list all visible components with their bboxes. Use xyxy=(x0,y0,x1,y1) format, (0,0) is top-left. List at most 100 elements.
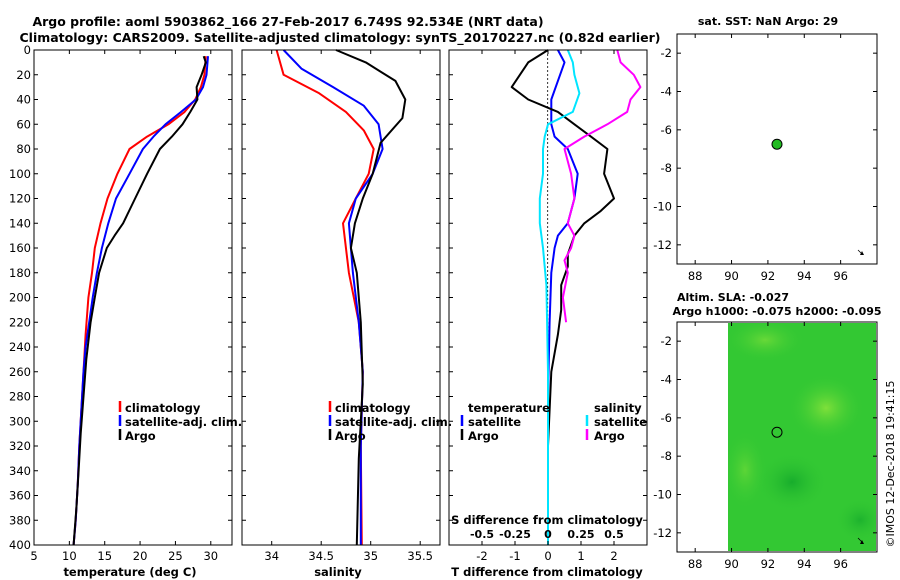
depth-tick-label: 0 xyxy=(24,43,31,57)
depth-tick-label: 120 xyxy=(9,192,31,206)
difference-legend: temperature satellite Argo salinity sate… xyxy=(460,401,647,443)
x-tick-label: -1 xyxy=(509,549,520,563)
lat-tick-label: -12 xyxy=(653,526,672,540)
lon-tick-label: 94 xyxy=(797,269,812,283)
sst-map-panel: sat. SST: NaN Argo: 29 88 90 92 94 96 -2 -4 -6 -… xyxy=(653,15,878,283)
lon-tick-label: 92 xyxy=(761,557,776,571)
argo-profile-location-marker xyxy=(771,138,783,150)
legend-s-satellite-label: satellite xyxy=(594,415,647,429)
lat-tick-label: -4 xyxy=(661,373,672,387)
series-line-argo xyxy=(72,55,207,546)
legend-satellite-label: satellite-adj. clim. xyxy=(335,415,452,429)
legend-argo-label: Argo xyxy=(125,429,156,443)
series-line-satellite-adj-clim- xyxy=(282,49,384,545)
legend-climatology-label: climatology xyxy=(125,401,201,415)
depth-tick-label: 140 xyxy=(9,216,31,230)
depth-tick-label: 280 xyxy=(9,390,31,404)
x-tick-label: 35.5 xyxy=(407,549,433,563)
lon-tick-label: 96 xyxy=(833,557,848,571)
depth-tick-label: 240 xyxy=(9,340,31,354)
map-arrow-marker xyxy=(857,249,864,255)
x-tick-label: 2 xyxy=(610,549,617,563)
depth-tick-label: 320 xyxy=(9,439,31,453)
argo-profile-location-marker xyxy=(771,426,783,438)
depth-tick-label: 160 xyxy=(9,241,31,255)
depth-tick-label: 300 xyxy=(9,414,31,428)
salinity-xlabel: salinity xyxy=(314,565,362,579)
sla-map-subtitle: Argo h1000: -0.075 h2000: -0.095 xyxy=(672,305,881,318)
legend-climatology-label: climatology xyxy=(335,401,411,415)
lat-tick-label: -12 xyxy=(653,238,672,252)
legend-s-argo-label: Argo xyxy=(594,429,625,443)
x-tick-label: 34.5 xyxy=(308,549,334,563)
lat-tick-label: -10 xyxy=(653,488,672,502)
x-tick-label: 15 xyxy=(97,549,112,563)
x-tick-label: 20 xyxy=(133,549,148,563)
lon-tick-label: 90 xyxy=(724,269,739,283)
series-line-temperature-argo xyxy=(510,49,615,545)
sst-map-title: sat. SST: NaN Argo: 29 xyxy=(698,15,838,28)
s-diff-tick-label: -0.25 xyxy=(499,528,531,541)
depth-tick-label: 360 xyxy=(9,489,31,503)
depth-tick-label: 100 xyxy=(9,167,31,181)
x-tick-label: 30 xyxy=(203,549,218,563)
x-tick-label: 5 xyxy=(30,549,37,563)
x-tick-label: 34 xyxy=(264,549,279,563)
lat-tick-label: -6 xyxy=(661,411,672,425)
map-arrow-marker xyxy=(857,537,864,544)
s-difference-axis-label: S difference from climatology xyxy=(451,513,643,527)
lat-tick-label: -10 xyxy=(653,200,672,214)
lat-tick-label: -4 xyxy=(661,85,672,99)
depth-tick-label: 80 xyxy=(16,142,31,156)
figure-title-line2: Climatology: CARS2009. Satellite-adjuste… xyxy=(19,30,660,46)
temperature-xlabel: temperature (deg C) xyxy=(63,565,196,579)
temperature-legend: climatology satellite-adj. clim. Argo xyxy=(118,401,242,443)
s-diff-tick-label: 0.5 xyxy=(604,528,624,541)
lon-tick-label: 92 xyxy=(761,269,776,283)
legend-argo-label: Argo xyxy=(335,429,366,443)
temperature-axes-frame xyxy=(33,49,233,546)
legend-t-satellite-label: satellite xyxy=(468,415,521,429)
s-diff-tick-label: 0.25 xyxy=(567,528,594,541)
lon-tick-label: 96 xyxy=(833,269,848,283)
depth-tick-label: 220 xyxy=(9,315,31,329)
x-tick-label: 1 xyxy=(577,549,584,563)
lat-tick-label: -2 xyxy=(661,334,672,348)
lat-tick-label: -8 xyxy=(661,449,672,463)
legend-t-argo-label: Argo xyxy=(468,429,499,443)
salinity-legend: climatology satellite-adj. clim. Argo xyxy=(328,401,452,443)
legend-temperature-heading: temperature xyxy=(468,401,550,415)
legend-satellite-label: satellite-adj. clim. xyxy=(125,415,242,429)
x-tick-label: 35 xyxy=(363,549,378,563)
depth-tick-label: 200 xyxy=(9,291,31,305)
depth-tick-label: 260 xyxy=(9,365,31,379)
s-diff-tick-label: 0 xyxy=(544,528,552,541)
series-line-salinity-argo xyxy=(561,49,642,323)
x-tick-label: -2 xyxy=(476,549,487,563)
difference-panel: -2 -1 0 1 2 -0.5 -0.25 0 0.25 0.5 S difference fr… xyxy=(448,49,648,579)
x-tick-label: 0 xyxy=(544,549,551,563)
sla-heatmap-field xyxy=(728,323,876,551)
depth-tick-label: 380 xyxy=(9,513,31,527)
lon-tick-label: 94 xyxy=(797,557,812,571)
series-line-salinity-satellite xyxy=(538,49,581,545)
sla-map-panel: Altim. SLA: -0.027 Argo h1000: -0.075 h2… xyxy=(653,291,881,571)
depth-tick-label: 20 xyxy=(16,68,31,82)
sla-map-title: Altim. SLA: -0.027 xyxy=(677,291,789,304)
series-line-argo xyxy=(335,49,407,546)
lat-tick-label: -2 xyxy=(661,46,672,60)
temperature-panel: 0 20 40 60 80 100 120 140 160 180 200 220 240 260 280 3… xyxy=(9,43,242,579)
t-difference-xlabel: T difference from climatology xyxy=(451,565,643,579)
lon-tick-label: 88 xyxy=(688,557,703,571)
depth-tick-label: 340 xyxy=(9,464,31,478)
depth-tick-label: 180 xyxy=(9,266,31,280)
salinity-axes-frame xyxy=(241,49,441,546)
x-tick-label: 25 xyxy=(168,549,183,563)
lat-tick-label: -8 xyxy=(661,161,672,175)
lat-tick-label: -6 xyxy=(661,123,672,137)
salinity-panel: 34 34.5 35 35.5 salinity climatology satell… xyxy=(241,49,452,579)
legend-salinity-heading: salinity xyxy=(594,401,642,415)
x-tick-label: 10 xyxy=(62,549,77,563)
depth-tick-label: 400 xyxy=(9,538,31,552)
lon-tick-label: 88 xyxy=(688,269,703,283)
